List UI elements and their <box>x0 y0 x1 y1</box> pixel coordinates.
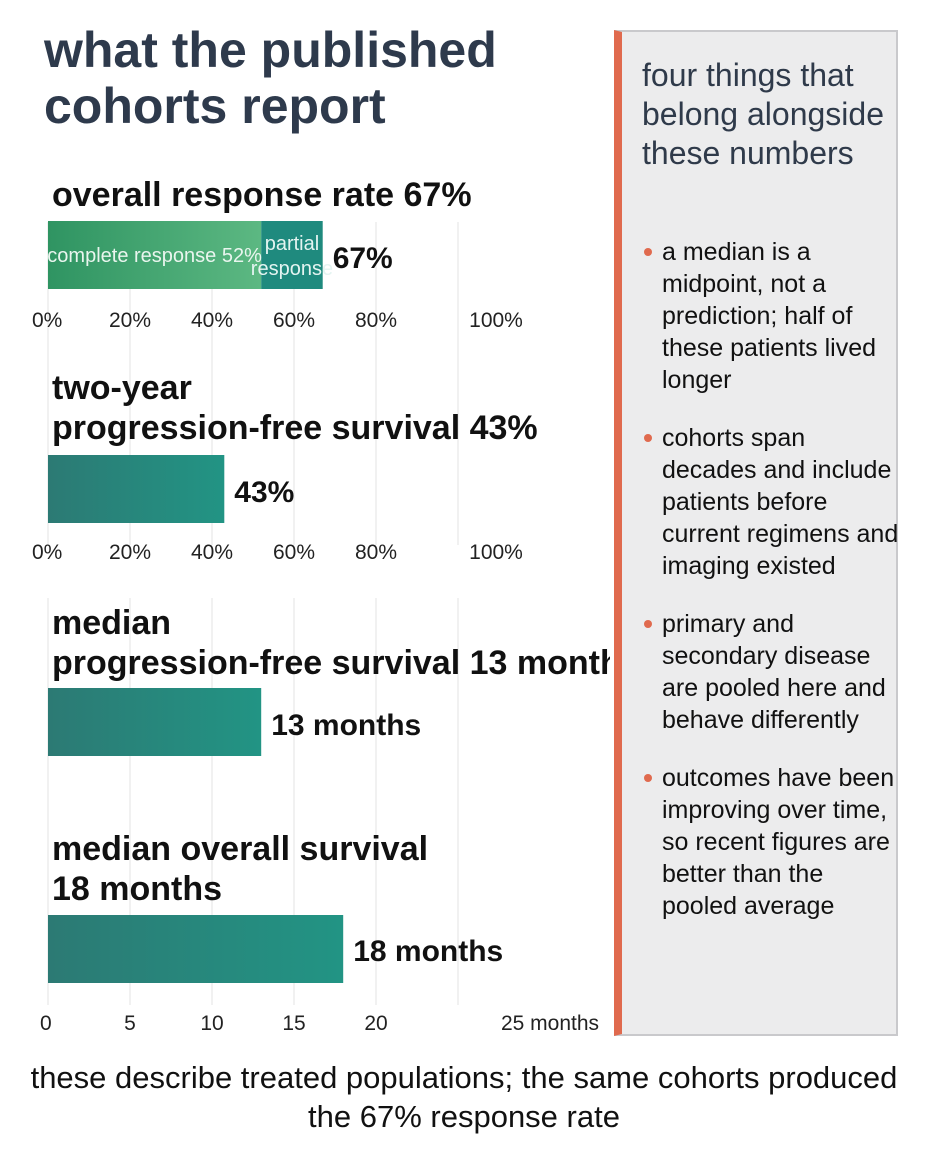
bullet-icon <box>644 774 652 782</box>
sidebar-item: cohorts span decades and include patient… <box>640 422 902 582</box>
sidebar-panel: four things that belong alongside these … <box>614 30 898 1036</box>
tick-label: 0 <box>40 1012 52 1035</box>
value-label: 13 months <box>271 709 421 742</box>
tick-label: 40% <box>191 541 233 564</box>
value-label: 43% <box>234 476 294 509</box>
bullet-icon <box>644 248 652 256</box>
footer-note: these describe treated populations; the … <box>30 1060 898 1134</box>
bar-partial-response <box>261 221 323 289</box>
tick-label: 0% <box>32 309 62 332</box>
tick-label: 80% <box>355 541 397 564</box>
chart-title: two-year progression-free survival 43% <box>52 369 538 447</box>
sidebar-item: primary and secondary disease are pooled… <box>640 608 902 736</box>
tick-label: 20 <box>364 1012 387 1035</box>
tick-label: 10 <box>200 1012 223 1035</box>
tick-label: 0% <box>32 541 62 564</box>
value-label: 18 months <box>353 935 503 968</box>
value-label: 67% <box>333 242 393 275</box>
sidebar-list: a median is a midpoint, not a prediction… <box>640 236 902 948</box>
bullet-icon <box>644 620 652 628</box>
page-title: what the published cohorts report <box>44 22 497 134</box>
chart-title: median progression-free survival 13 month… <box>52 604 610 682</box>
tick-label: 60% <box>273 309 315 332</box>
chart-area: overall response rate 67% complete respon… <box>32 176 610 1035</box>
tick-label: 60% <box>273 541 315 564</box>
tick-label: 40% <box>191 309 233 332</box>
sidebar-item: a median is a midpoint, not a prediction… <box>640 236 902 396</box>
tick-label: 5 <box>124 1012 136 1035</box>
tick-label: 80% <box>355 309 397 332</box>
sidebar-heading: four things that belong alongside these … <box>642 57 884 171</box>
bullet-icon <box>644 434 652 442</box>
bar-median-pfs <box>48 688 262 756</box>
tick-label: 100% <box>469 541 523 564</box>
chart-title: overall response rate 67% <box>52 176 472 214</box>
bar-median-os <box>48 915 344 983</box>
bar-pfs-2yr <box>48 455 225 523</box>
tick-label: 20% <box>109 309 151 332</box>
bar-complete-response <box>48 221 262 289</box>
sidebar-item: outcomes have been improving over time, … <box>640 762 902 922</box>
segment-label: partial response <box>251 233 333 280</box>
segment-label: complete response 52% <box>47 245 262 267</box>
tick-label: 100% <box>469 309 523 332</box>
chart-title: median overall survival 18 months <box>52 830 428 908</box>
tick-label: 15 <box>282 1012 305 1035</box>
tick-label: 20% <box>109 541 151 564</box>
tick-label: 25 months <box>501 1012 599 1035</box>
